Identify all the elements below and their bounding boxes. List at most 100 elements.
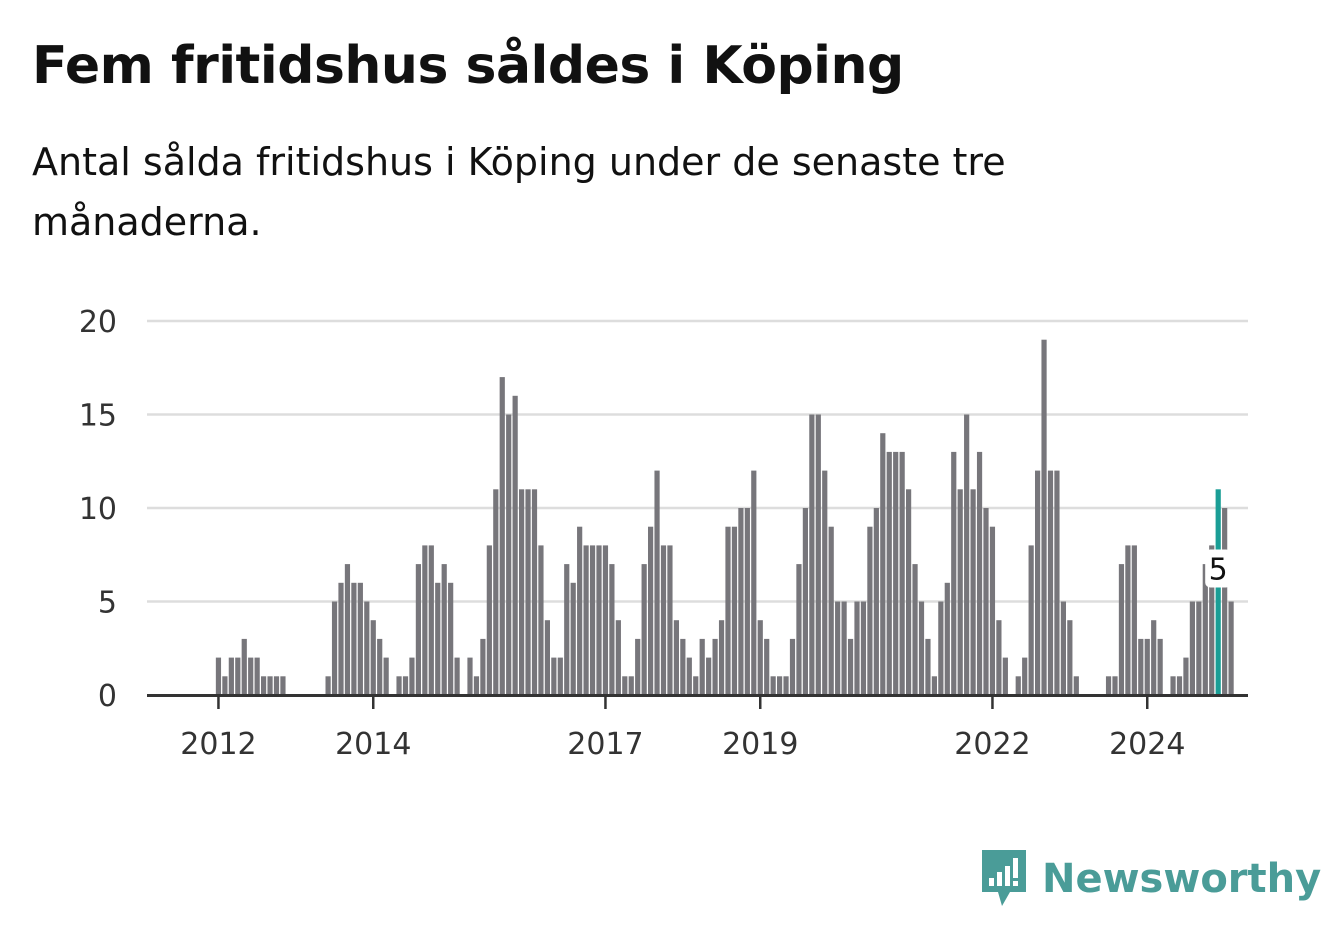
bar <box>802 508 808 695</box>
bar <box>847 638 854 695</box>
bar <box>867 526 873 695</box>
bar <box>731 526 738 695</box>
newsworthy-logo-icon <box>982 850 1026 906</box>
bar <box>738 508 744 695</box>
x-axis-labels: 2012 2014 2017 2019 2022 2024 <box>180 695 1185 762</box>
y-tick-label: 10 <box>79 492 117 527</box>
bar <box>583 545 589 695</box>
bar <box>648 526 654 695</box>
bar <box>777 676 783 695</box>
bar <box>551 657 557 695</box>
bar <box>1028 545 1034 695</box>
bar <box>499 377 505 695</box>
bar <box>989 526 996 695</box>
bar <box>1035 470 1041 695</box>
bar <box>338 582 344 695</box>
bar <box>519 489 525 695</box>
bar <box>835 601 841 695</box>
bar <box>1105 676 1112 695</box>
gridlines <box>147 319 1248 603</box>
bar <box>757 620 763 695</box>
bar <box>254 657 260 695</box>
x-tick-label: 2014 <box>335 727 411 762</box>
bar <box>370 620 376 695</box>
bar <box>248 657 254 695</box>
bar <box>235 657 241 695</box>
bar <box>931 676 937 695</box>
bar <box>531 489 538 695</box>
bar <box>667 545 673 695</box>
bar <box>860 601 867 695</box>
bar <box>893 451 899 695</box>
bar <box>467 657 473 695</box>
bar <box>564 564 570 695</box>
bar <box>635 638 641 695</box>
bar <box>409 657 415 695</box>
bar <box>628 676 634 695</box>
bar <box>1131 545 1137 695</box>
bar <box>357 582 363 695</box>
bar <box>1196 601 1202 695</box>
bar <box>699 638 705 695</box>
bar <box>480 638 486 695</box>
bar <box>506 414 512 695</box>
bar <box>957 489 963 695</box>
highlight-value-label: 5 <box>1209 553 1228 588</box>
bar <box>622 676 628 695</box>
bar <box>1073 676 1079 695</box>
bar <box>976 451 983 695</box>
bar <box>525 489 531 695</box>
bar <box>1015 676 1021 695</box>
chart-title: Fem fritidshus såldes i Köping <box>32 36 904 96</box>
bar <box>473 676 480 695</box>
bar <box>764 638 770 695</box>
bar <box>828 526 834 695</box>
bar <box>1041 339 1047 695</box>
bar <box>1118 564 1125 695</box>
bar <box>1047 470 1054 695</box>
y-tick-label: 5 <box>98 586 117 621</box>
bar <box>1189 601 1195 695</box>
bar <box>873 508 879 695</box>
bar <box>983 508 989 695</box>
bar <box>538 545 544 695</box>
bar <box>273 676 280 695</box>
bar <box>964 414 970 695</box>
bar <box>706 657 712 695</box>
bar <box>615 620 621 695</box>
bar <box>918 601 925 695</box>
bar <box>809 414 815 695</box>
bars <box>215 339 1234 695</box>
bar <box>415 564 421 695</box>
bar <box>880 433 886 695</box>
bar <box>557 657 563 695</box>
bar <box>1176 676 1183 695</box>
bar <box>544 620 550 695</box>
bar <box>1157 638 1163 695</box>
bar <box>751 470 757 695</box>
bar <box>944 582 950 695</box>
bar-highlight <box>1215 489 1221 695</box>
x-tick-label: 2012 <box>180 727 256 762</box>
bar <box>351 582 357 695</box>
bar <box>1002 657 1008 695</box>
bar <box>570 582 576 695</box>
bar <box>1228 601 1234 695</box>
bar <box>925 638 931 695</box>
bar <box>725 526 731 695</box>
bar <box>441 564 447 695</box>
bar <box>1067 620 1073 695</box>
bar <box>422 545 428 695</box>
x-tick-label: 2019 <box>722 727 798 762</box>
bar <box>435 582 441 695</box>
bar <box>325 676 331 695</box>
bar <box>267 676 273 695</box>
bar <box>280 676 286 695</box>
y-tick-label: 0 <box>98 679 117 714</box>
bar <box>841 601 847 695</box>
bar <box>680 638 686 695</box>
bar <box>1138 638 1144 695</box>
bar <box>796 564 802 695</box>
newsworthy-logo: Newsworthy <box>980 848 1321 910</box>
